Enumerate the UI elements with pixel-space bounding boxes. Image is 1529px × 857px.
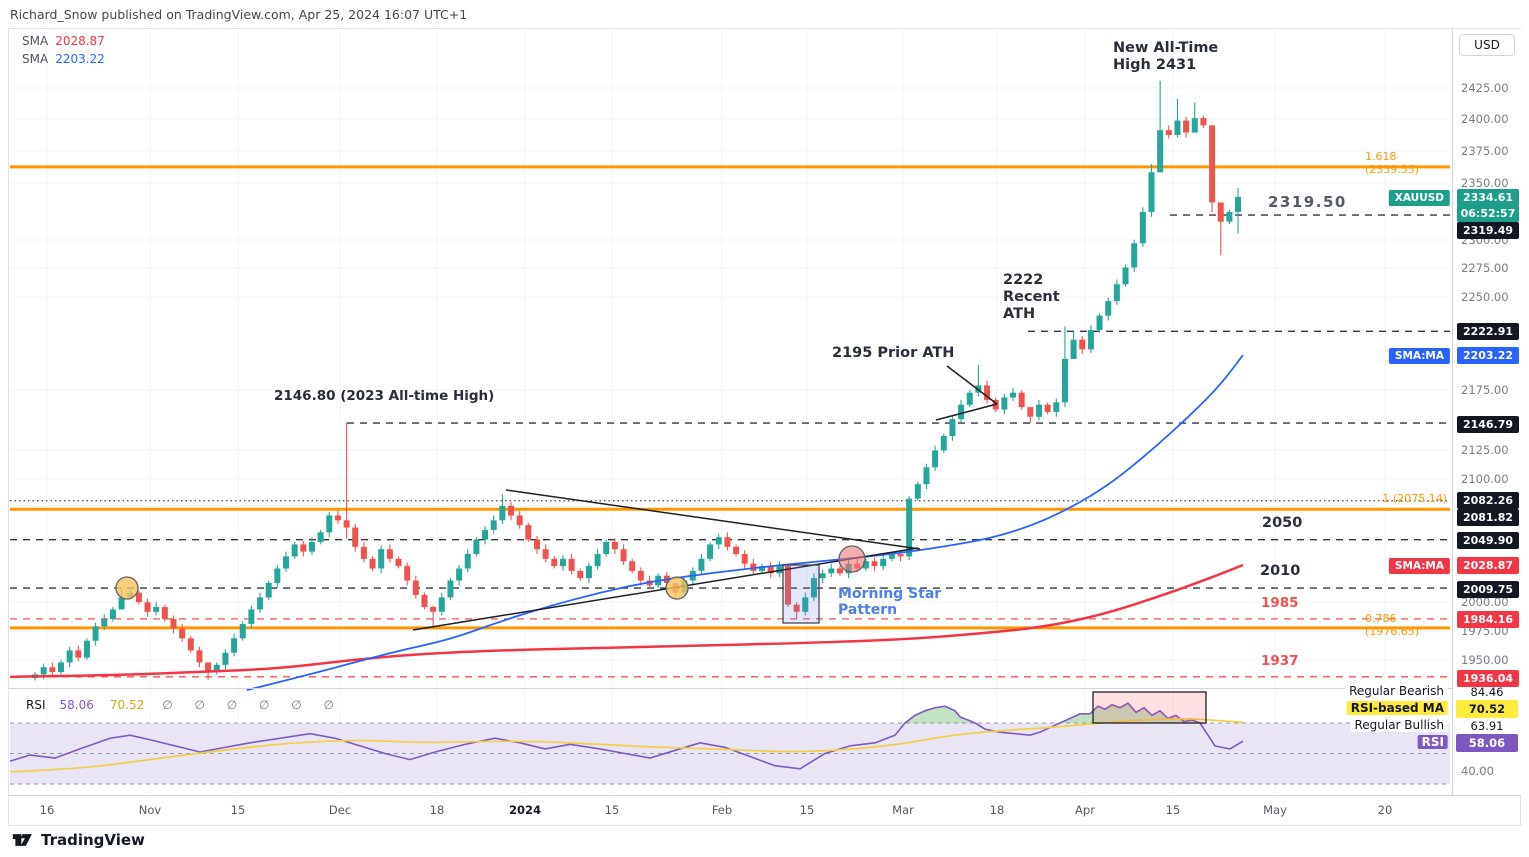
sma-fast-label: SMA xyxy=(22,34,49,48)
price-badge: 2082.26 xyxy=(1457,492,1519,509)
price-badge: 2203.22 xyxy=(1457,347,1519,364)
rsi-row-value: 63.91 xyxy=(1470,719,1504,733)
price-tick: 2125.00 xyxy=(1461,443,1509,457)
price-badge: 2028.87 xyxy=(1457,557,1519,574)
annotation: 2050 xyxy=(1262,515,1303,531)
price-badge: 2009.75 xyxy=(1457,581,1519,598)
rsi-row-value: 84.46 xyxy=(1470,685,1504,699)
footer: TradingView xyxy=(12,831,145,849)
price-tick: 2175.00 xyxy=(1461,383,1509,397)
price-tick: 2000.00 xyxy=(1461,595,1509,609)
time-tick: 18 xyxy=(989,803,1005,817)
rsi-row-value: 58.06 xyxy=(1456,734,1518,752)
fib-level-label: 0.786 (1976.65) xyxy=(1365,612,1420,638)
annotation: 2319.50 xyxy=(1268,193,1347,211)
price-badge: 2146.79 xyxy=(1457,416,1519,433)
price-tick: 1950.00 xyxy=(1461,653,1509,667)
sma-slow-label: SMA xyxy=(22,52,49,66)
fib-level-label: 1.618 (2359.55) xyxy=(1365,150,1420,176)
sma-fast-legend[interactable]: SMA 2028.87 xyxy=(16,33,111,49)
sma-slow-value: 2203.22 xyxy=(55,52,105,66)
annotation: New All-Time High 2431 xyxy=(1113,40,1219,73)
annotation: 2146.80 (2023 All-time High) xyxy=(274,388,495,404)
time-tick: Feb xyxy=(711,803,733,817)
time-tick: Apr xyxy=(1075,803,1095,817)
price-tick: 2250.00 xyxy=(1461,290,1509,304)
price-scale[interactable]: USD 2425.00 2400.00 2375.00 2350.00 2300.00 2… xyxy=(1452,29,1522,795)
rsi-null-values: ∅ ∅ ∅ ∅ ∅ ∅ xyxy=(162,698,344,712)
rsi-row-label: RSI-based MA xyxy=(1346,701,1448,715)
annotation: 2010 xyxy=(1260,563,1301,579)
price-tick: 2375.00 xyxy=(1461,144,1509,158)
price-badge: 1936.04 xyxy=(1457,670,1519,687)
price-tick: 2400.00 xyxy=(1461,112,1509,126)
sma-legend: SMA 2028.87 SMA 2203.22 xyxy=(16,33,111,69)
tradingview-brand: TradingView xyxy=(41,831,145,849)
rsi-legend[interactable]: RSI 58.06 70.52 ∅ ∅ ∅ ∅ ∅ ∅ xyxy=(22,698,348,712)
price-badge: 2081.82 xyxy=(1457,509,1519,526)
sma-fast-value: 2028.87 xyxy=(55,34,105,48)
annotation: 2222 Recent ATH xyxy=(1003,272,1060,322)
rsi-value: 58.06 xyxy=(59,698,94,712)
tradingview-logo-icon xyxy=(12,834,32,846)
price-badge: 2334.61 xyxy=(1457,189,1519,206)
time-tick: 15 xyxy=(1165,803,1181,817)
price-badge: 2222.91 xyxy=(1457,323,1519,340)
price-badge: 06:52:57 xyxy=(1457,205,1519,222)
annotation: Morning Star Pattern xyxy=(838,586,942,618)
time-tick: Mar xyxy=(892,803,914,817)
fib-level-label: 1 (2075.14) xyxy=(1382,492,1447,505)
time-tick: Nov xyxy=(138,803,162,817)
sma-slow-legend[interactable]: SMA 2203.22 xyxy=(16,51,111,67)
time-tick: 15 xyxy=(799,803,815,817)
annotation: 1985 xyxy=(1261,595,1299,611)
rsi-row-label: Regular Bearish xyxy=(1345,684,1448,698)
rsi-row-label: Regular Bullish xyxy=(1350,718,1448,732)
price-tick: 40.00 xyxy=(1461,764,1494,778)
price-badge: 2049.90 xyxy=(1457,532,1519,549)
price-tick: 2425.00 xyxy=(1461,81,1509,95)
price-tick: 2350.00 xyxy=(1461,176,1509,190)
rsi-label: RSI xyxy=(26,698,46,712)
time-axis-divider xyxy=(9,795,1521,796)
annotation: 2195 Prior ATH xyxy=(832,345,955,361)
price-badge: 2319.49 xyxy=(1457,222,1519,239)
price-badge: 1984.16 xyxy=(1457,611,1519,628)
time-tick: 18 xyxy=(429,803,445,817)
price-tick: 2100.00 xyxy=(1461,472,1509,486)
series-chip-sma-ma: SMA:MA xyxy=(1388,558,1450,574)
rsi-row-label: RSI xyxy=(1417,735,1448,749)
pane-divider[interactable] xyxy=(9,688,1452,689)
series-chip-sma-ma: SMA:MA xyxy=(1388,348,1450,364)
time-tick: 20 xyxy=(1377,803,1393,817)
series-chip-xauusd: XAUUSD xyxy=(1388,190,1450,206)
annotation: 1937 xyxy=(1261,653,1299,669)
price-tick: 2275.00 xyxy=(1461,261,1509,275)
time-tick: 16 xyxy=(39,803,55,817)
time-tick: 15 xyxy=(604,803,620,817)
rsi-ma-value: 70.52 xyxy=(109,698,145,712)
time-tick: May xyxy=(1263,803,1287,817)
time-tick: 15 xyxy=(230,803,246,817)
time-tick: Dec xyxy=(328,803,352,817)
time-tick: 2024 xyxy=(508,803,542,817)
currency-toggle-button[interactable]: USD xyxy=(1459,34,1515,56)
byline: Richard_Snow published on TradingView.co… xyxy=(10,7,468,22)
rsi-row-value: 70.52 xyxy=(1456,700,1518,718)
